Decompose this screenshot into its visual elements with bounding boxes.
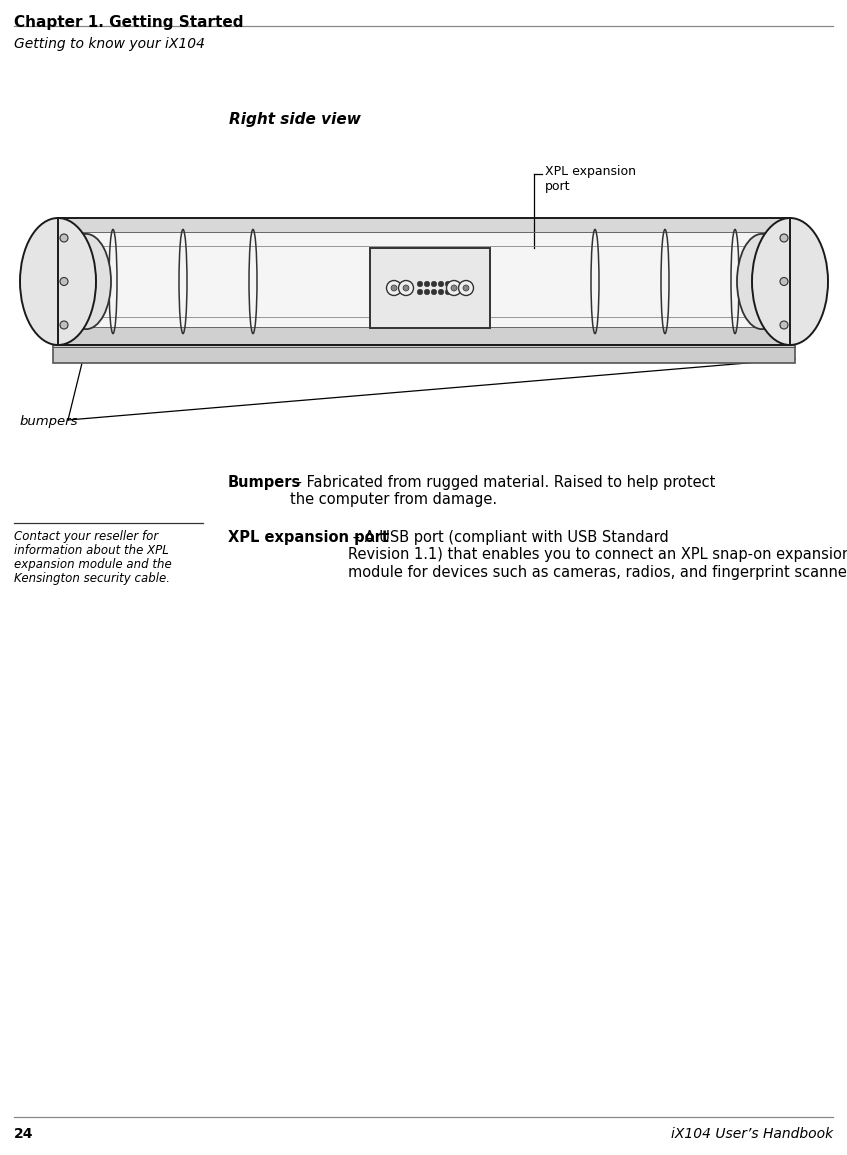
Circle shape [424, 281, 429, 286]
Text: Getting to know your iX104: Getting to know your iX104 [14, 37, 205, 51]
Bar [53, 345, 795, 363]
Circle shape [438, 281, 444, 286]
Ellipse shape [20, 218, 96, 345]
Circle shape [446, 289, 451, 295]
Circle shape [446, 281, 451, 286]
Circle shape [438, 289, 444, 295]
Text: Bumpers: Bumpers [228, 475, 302, 490]
Ellipse shape [61, 233, 111, 329]
Text: XPL expansion port: XPL expansion port [228, 530, 389, 545]
Text: XPL expansion: XPL expansion [545, 165, 636, 178]
Circle shape [780, 321, 788, 329]
Text: Kensington security cable.: Kensington security cable. [14, 572, 170, 584]
Text: bumpers: bumpers [20, 415, 79, 429]
Circle shape [431, 289, 437, 295]
Circle shape [386, 281, 401, 296]
Bar [58, 218, 790, 345]
Text: information about the XPL: information about the XPL [14, 544, 169, 557]
Circle shape [451, 285, 457, 291]
Text: expansion module and the: expansion module and the [14, 558, 172, 571]
Text: 24: 24 [14, 1127, 34, 1141]
Circle shape [452, 289, 457, 295]
Circle shape [780, 234, 788, 243]
Ellipse shape [737, 233, 787, 329]
Circle shape [403, 285, 409, 291]
Circle shape [391, 285, 397, 291]
Circle shape [431, 281, 437, 286]
Circle shape [418, 281, 423, 286]
Bar [58, 327, 790, 345]
Circle shape [463, 285, 469, 291]
Circle shape [60, 277, 68, 285]
Ellipse shape [752, 218, 828, 345]
Circle shape [424, 289, 429, 295]
Circle shape [780, 277, 788, 285]
Text: iX104 User’s Handbook: iX104 User’s Handbook [671, 1127, 833, 1141]
Circle shape [398, 281, 413, 296]
Circle shape [458, 281, 473, 296]
Bar [58, 218, 790, 232]
Circle shape [446, 281, 462, 296]
Bar [370, 248, 490, 328]
Text: Chapter 1. Getting Started: Chapter 1. Getting Started [14, 15, 243, 30]
Text: Contact your reseller for: Contact your reseller for [14, 530, 158, 543]
Circle shape [60, 321, 68, 329]
Text: Right side view: Right side view [229, 112, 361, 127]
Text: – Fabricated from rugged material. Raised to help protect
the computer from dama: – Fabricated from rugged material. Raise… [290, 475, 716, 507]
Circle shape [60, 234, 68, 243]
Circle shape [452, 281, 457, 286]
Text: port: port [545, 180, 571, 193]
Bar [58, 218, 790, 345]
Text: – A USB port (compliant with USB Standard
Revision 1.1) that enables you to conn: – A USB port (compliant with USB Standar… [348, 530, 847, 580]
Circle shape [418, 289, 423, 295]
